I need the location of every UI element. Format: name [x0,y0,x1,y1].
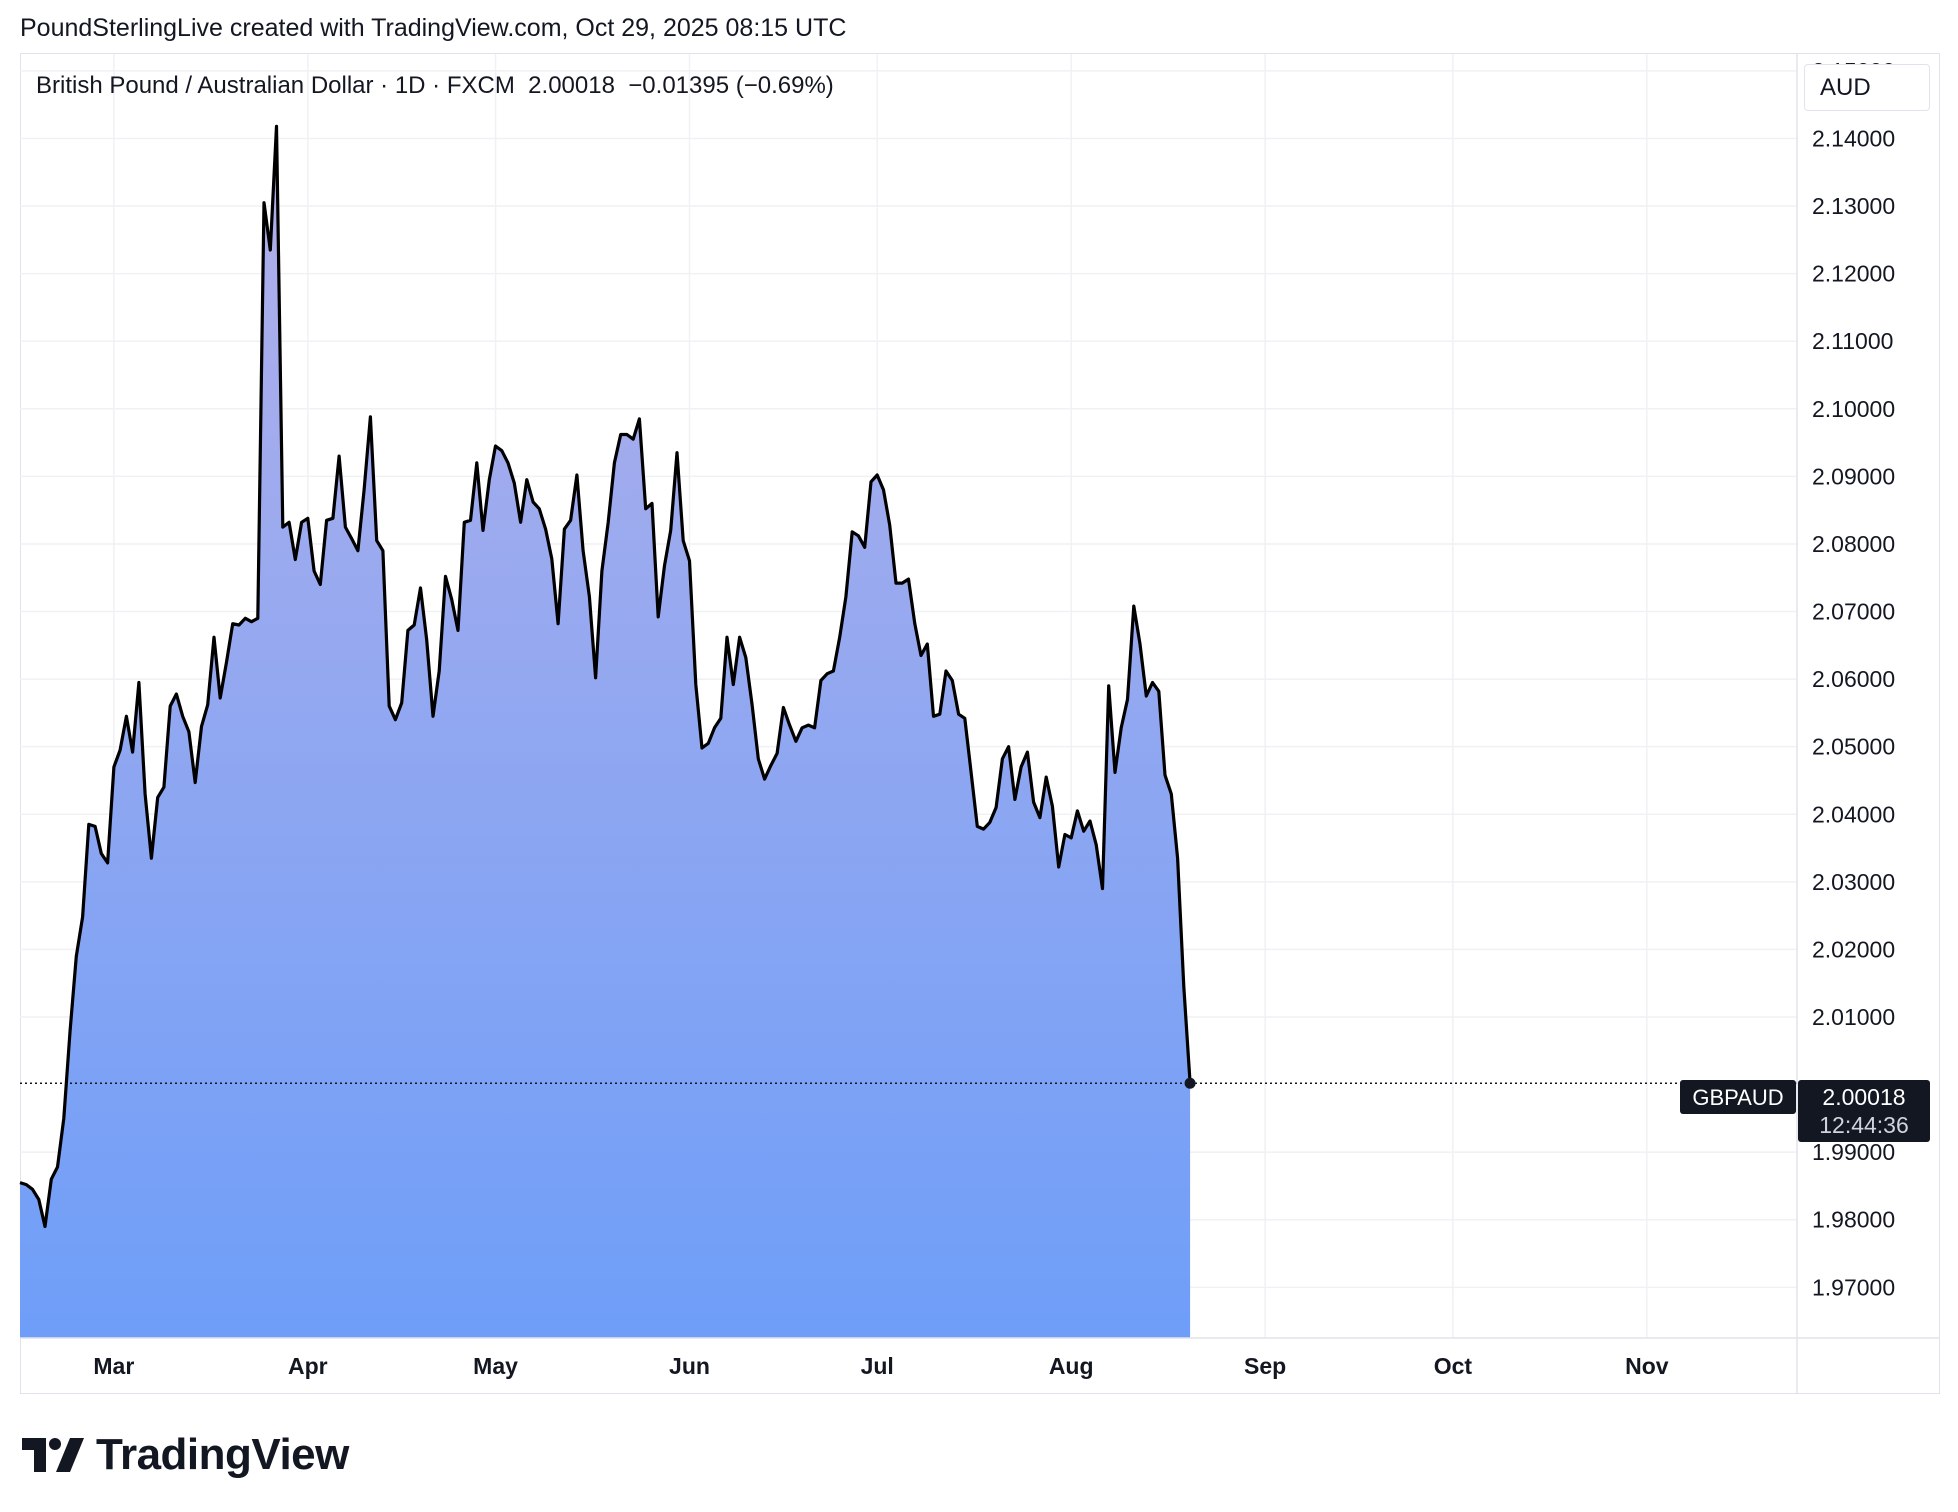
x-tick-label: Oct [1434,1353,1473,1379]
x-tick-label: Mar [93,1353,134,1379]
x-tick-label: Jul [861,1353,894,1379]
x-tick-label: Jun [669,1353,710,1379]
y-tick-label: 1.97000 [1812,1274,1895,1300]
y-tick-label: 2.12000 [1812,261,1895,287]
y-tick-label: 2.11000 [1812,328,1893,354]
last-price-tag [1798,1080,1930,1142]
x-tick-label: Nov [1625,1353,1669,1379]
chart-legend[interactable]: British Pound / Australian Dollar · 1D ·… [36,72,834,100]
price-area-fill [20,126,1191,1338]
y-tick-label: 2.06000 [1812,666,1895,692]
y-tick-label: 1.98000 [1812,1207,1895,1233]
legend-last-price: 2.00018 [528,72,615,99]
y-tick-label: 2.07000 [1812,599,1895,625]
y-tick-label: 2.13000 [1812,193,1895,219]
last-price-tag-value: 2.00018 [1822,1084,1905,1110]
tradingview-logo-text: TradingView [96,1430,349,1479]
tradingview-logo[interactable]: TradingView [22,1430,349,1480]
currency-selector[interactable]: AUD [1804,64,1930,111]
last-price-dot [1184,1077,1196,1089]
y-tick-label: 2.08000 [1812,531,1895,557]
ticker-tag [1680,1080,1796,1114]
x-tick-label: Apr [288,1353,328,1379]
y-tick-label: 2.09000 [1812,463,1895,489]
symbol-price-label: GBPAUD 2.00018 12:44:36 [1680,1080,1930,1142]
y-tick-label: 2.02000 [1812,936,1895,962]
bar-countdown: 12:44:36 [1819,1112,1909,1138]
tradingview-logo-icon [22,1438,84,1472]
price-line [19,124,1192,1229]
legend-change: −0.01395 (−0.69%) [628,72,834,99]
ticker-tag-text: GBPAUD [1692,1085,1783,1110]
y-tick-label: 2.05000 [1812,734,1895,760]
time-axis[interactable]: Mar Apr May Jun Jul Aug Sep Oct Nov [93,1353,1668,1379]
y-tick-label: 2.04000 [1812,801,1895,827]
x-tick-label: Aug [1049,1353,1094,1379]
y-tick-label: 1.99000 [1812,1139,1895,1165]
chart-frame [20,53,1940,1394]
chart-attribution: PoundSterlingLive created with TradingVi… [20,14,847,42]
x-tick-label: May [473,1353,518,1379]
y-tick-label: 2.14000 [1812,125,1895,151]
y-tick-label: 2.01000 [1812,1004,1895,1030]
legend-symbol: British Pound / Australian Dollar · 1D ·… [36,72,515,99]
x-tick-label: Sep [1244,1353,1286,1379]
y-tick-label: 2.03000 [1812,869,1895,895]
y-tick-label: 2.10000 [1812,396,1895,422]
